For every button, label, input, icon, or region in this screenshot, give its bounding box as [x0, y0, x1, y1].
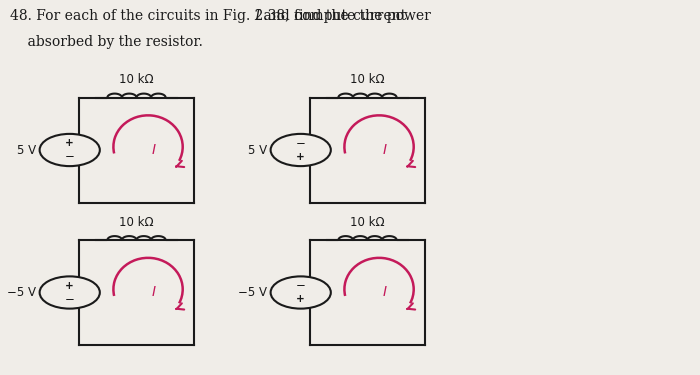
- Text: I: I: [151, 285, 155, 300]
- Text: +: +: [65, 138, 74, 148]
- Text: −: −: [296, 137, 306, 150]
- Text: I: I: [382, 143, 386, 157]
- Text: 10 kΩ: 10 kΩ: [119, 216, 154, 229]
- Text: −: −: [65, 150, 75, 163]
- Text: −5 V: −5 V: [7, 286, 36, 299]
- Text: 5 V: 5 V: [17, 144, 36, 156]
- Text: −5 V: −5 V: [238, 286, 267, 299]
- Text: 10 kΩ: 10 kΩ: [119, 73, 154, 86]
- Text: 10 kΩ: 10 kΩ: [350, 216, 385, 229]
- Text: +: +: [65, 281, 74, 291]
- Text: 48. For each of the circuits in Fig. 2.38, find the current: 48. For each of the circuits in Fig. 2.3…: [10, 9, 411, 23]
- Text: 10 kΩ: 10 kΩ: [350, 73, 385, 86]
- Text: −: −: [65, 293, 75, 306]
- Text: I: I: [151, 143, 155, 157]
- Text: I: I: [382, 285, 386, 300]
- Text: and compute the power: and compute the power: [259, 9, 431, 23]
- Text: I: I: [254, 9, 260, 23]
- Text: absorbed by the resistor.: absorbed by the resistor.: [10, 35, 204, 49]
- Text: −: −: [296, 279, 306, 292]
- Text: +: +: [296, 152, 305, 162]
- Text: +: +: [296, 294, 305, 304]
- Text: 5 V: 5 V: [248, 144, 267, 156]
